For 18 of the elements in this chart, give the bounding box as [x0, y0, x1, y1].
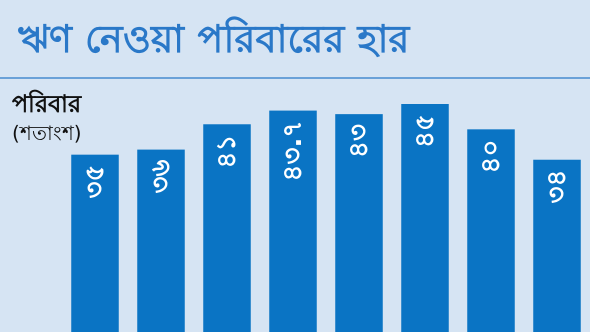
data-label: ৩৫ [80, 164, 110, 199]
data-label: ৪০ [476, 139, 506, 174]
data-label: ৩৪ [542, 170, 572, 204]
bar [203, 124, 251, 332]
y-axis-title: পরিবার (শতাংশ) [12, 89, 82, 145]
bar [269, 110, 317, 332]
chart-title: ঋণ নেওয়া পরিবারের হার [18, 16, 411, 61]
data-label: ৪৩ [344, 124, 374, 158]
bar [401, 104, 449, 332]
data-label: ৪৫ [410, 114, 440, 148]
data-label: ৪১ [212, 134, 242, 168]
bar [467, 129, 515, 332]
data-label: ৩৬ [146, 160, 176, 194]
data-label: ৪৩.৭ [278, 120, 308, 182]
bar [533, 160, 581, 332]
bar [335, 114, 383, 332]
bar [137, 150, 185, 332]
bar [71, 154, 119, 332]
